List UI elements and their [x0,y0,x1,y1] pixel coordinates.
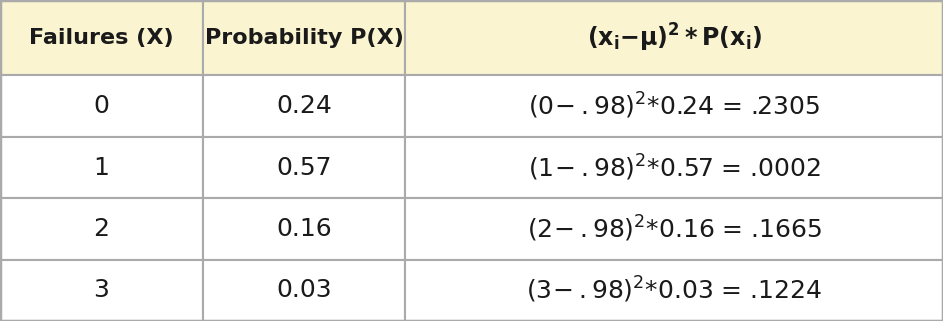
Bar [405,260,943,321]
Text: 0.57: 0.57 [276,155,332,179]
Bar [203,137,405,198]
Bar [203,75,405,137]
Bar [0,75,203,137]
Text: 1: 1 [93,155,109,179]
Bar [0,0,203,75]
Bar [405,137,943,198]
Text: $(2\!-.98)^2$*0.16 = .1665: $(2\!-.98)^2$*0.16 = .1665 [527,214,821,244]
Text: 2: 2 [93,217,109,241]
Text: 0.24: 0.24 [276,94,332,118]
Text: 0.03: 0.03 [276,278,332,302]
Bar [0,198,203,260]
Text: 0.16: 0.16 [276,217,332,241]
Bar [0,137,203,198]
Text: 0: 0 [93,94,109,118]
Bar [203,0,405,75]
Text: Failures (X): Failures (X) [29,28,174,48]
Bar [405,75,943,137]
Text: 3: 3 [93,278,109,302]
Bar [405,198,943,260]
Bar [0,260,203,321]
Text: $\mathbf{(x_i{-}\mu)^2 * P(x_i)}$: $\mathbf{(x_i{-}\mu)^2 * P(x_i)}$ [587,22,762,54]
Bar [203,260,405,321]
Text: $(3\!-.98)^2$*0.03 = .1224: $(3\!-.98)^2$*0.03 = .1224 [526,275,822,305]
Text: $(0\!-.98)^2$*0.24 = .2305: $(0\!-.98)^2$*0.24 = .2305 [528,91,820,121]
Bar [405,0,943,75]
Text: $(1\!-.98)^2$*0.57 = .0002: $(1\!-.98)^2$*0.57 = .0002 [528,152,820,183]
Text: Probability P(X): Probability P(X) [205,28,404,48]
Bar [203,198,405,260]
